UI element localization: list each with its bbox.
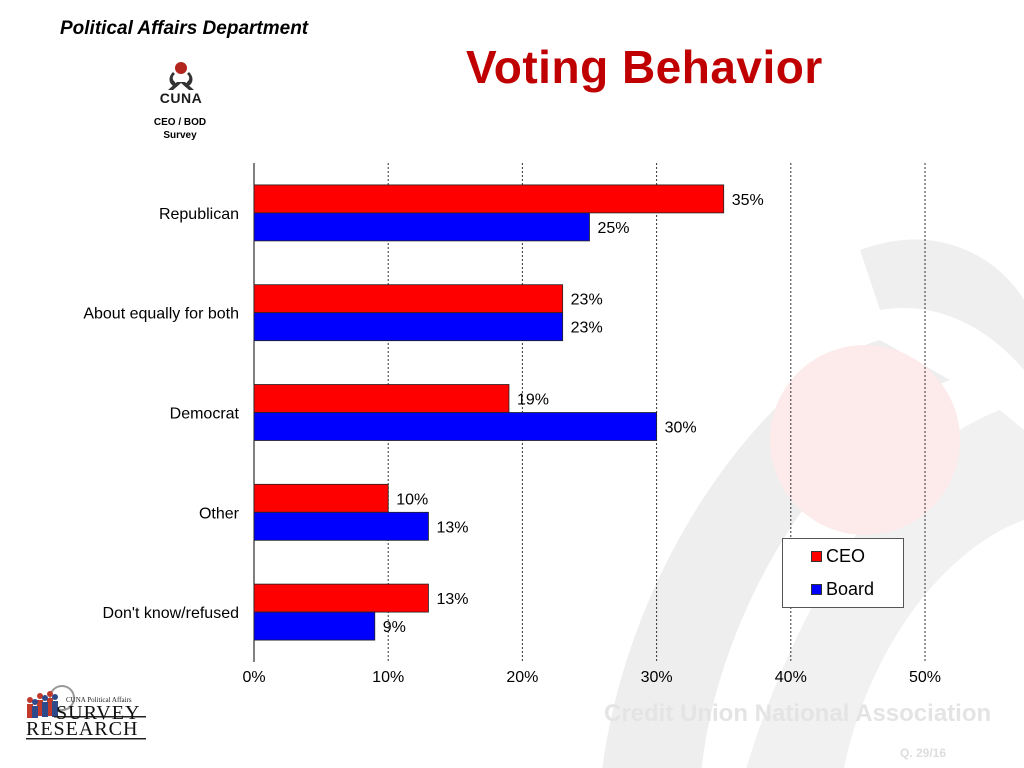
- x-tick-label: 10%: [372, 669, 404, 686]
- legend-item-board: Board: [811, 579, 874, 599]
- bar-board: [253, 511, 429, 541]
- data-label: 25%: [598, 220, 630, 237]
- data-label: 35%: [732, 192, 764, 209]
- association-watermark-text: Credit Union National Association: [604, 700, 992, 727]
- bar-ceo: [253, 384, 510, 413]
- category-label: Democrat: [170, 406, 240, 423]
- legend-swatch-board: [811, 583, 822, 595]
- data-label: 19%: [517, 392, 549, 409]
- data-label: 9%: [383, 619, 406, 636]
- chart-legend: CEO Board: [782, 538, 904, 608]
- category-label: Republican: [159, 206, 239, 223]
- x-tick-label: 20%: [506, 669, 538, 686]
- bar-ceo: [253, 583, 429, 613]
- category-label: About equally for both: [83, 306, 239, 323]
- data-label: 13%: [436, 591, 468, 608]
- category-label: Don't know/refused: [103, 605, 239, 622]
- cuna-logo-text: CUNA: [159, 90, 203, 106]
- legend-item-ceo: CEO: [811, 546, 865, 566]
- legend-label-board: Board: [826, 578, 875, 599]
- survey-label: CEO / BOD Survey: [140, 116, 220, 142]
- survey-research-logo-icon: [26, 685, 146, 740]
- data-label: 10%: [396, 491, 428, 508]
- legend-swatch-ceo: [811, 550, 822, 562]
- data-label: 30%: [665, 420, 697, 437]
- x-tick-label: 30%: [641, 669, 673, 686]
- legend-label-ceo: CEO: [826, 545, 866, 566]
- bar-ceo: [253, 483, 389, 513]
- x-tick-label: 40%: [775, 669, 807, 686]
- x-tick-label: 50%: [909, 669, 941, 686]
- question-number: Q. 29/16: [900, 746, 947, 760]
- data-label: 23%: [571, 292, 603, 309]
- category-label: Other: [199, 505, 240, 522]
- bar-board: [253, 412, 658, 441]
- survey-label-line1: CEO / BOD: [153, 117, 207, 128]
- survey-research-top-text: CUNA Political Affairs: [66, 696, 132, 704]
- bar-board: [253, 611, 376, 641]
- bar-board: [253, 312, 564, 342]
- bar-ceo: [253, 184, 725, 214]
- data-label: 23%: [571, 320, 603, 337]
- x-tick-label: 0%: [242, 669, 265, 686]
- bar-ceo: [253, 284, 564, 314]
- page-title: Voting Behavior: [466, 41, 823, 93]
- bar-board: [253, 212, 590, 242]
- survey-research-line1: SURVEY: [56, 702, 141, 724]
- survey-label-line2: Survey: [163, 130, 197, 141]
- cuna-logo-icon: [168, 62, 194, 90]
- department-label: Political Affairs Department: [60, 18, 309, 39]
- data-label: 13%: [436, 519, 468, 536]
- survey-research-line2: RESEARCH: [26, 718, 139, 740]
